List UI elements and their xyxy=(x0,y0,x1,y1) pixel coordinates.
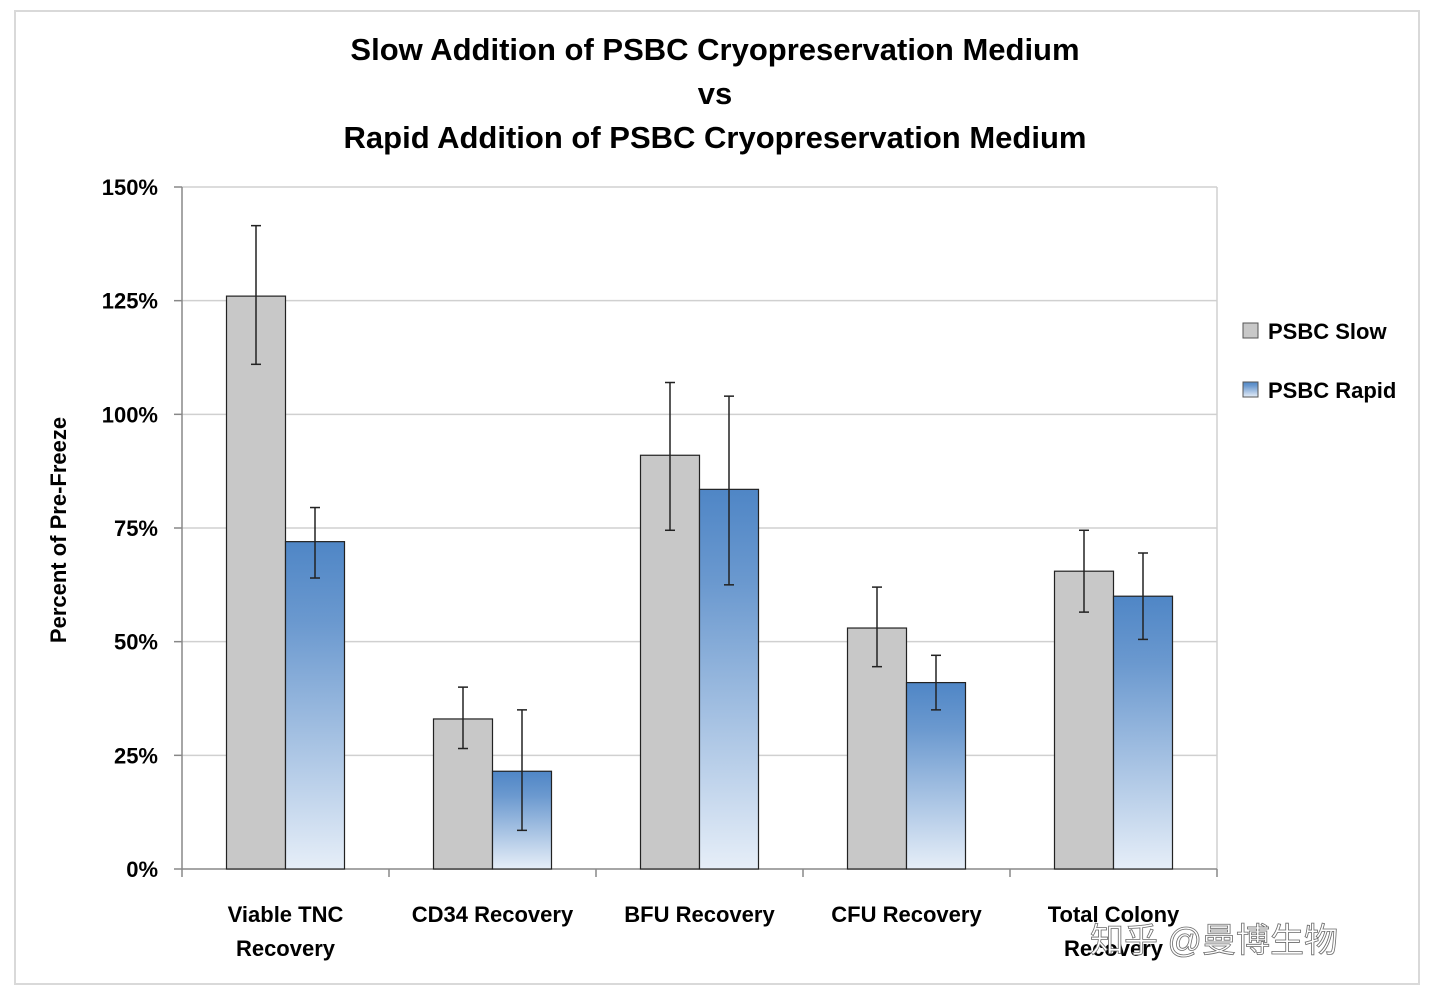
error-bar-slow xyxy=(251,224,261,366)
chart-title-line-2: vs xyxy=(698,76,732,111)
category-label: Recovery xyxy=(1064,936,1164,961)
y-tick-label: 150% xyxy=(102,175,158,200)
error-bar-rapid xyxy=(517,709,527,832)
y-tick-label: 50% xyxy=(114,630,158,655)
watermark: 知乎 @曼博生物 xyxy=(1090,922,1338,960)
error-bar-rapid xyxy=(724,395,734,586)
bar-psbc-rapid xyxy=(1112,595,1174,870)
error-bar-rapid xyxy=(1138,552,1148,641)
legend: PSBC Slow PSBC Rapid xyxy=(1242,319,1396,403)
category-label: BFU Recovery xyxy=(624,902,775,927)
legend-swatch-slow xyxy=(1242,322,1259,339)
y-tick-label: 100% xyxy=(102,402,158,427)
error-bar-slow xyxy=(665,381,675,532)
category-label: CD34 Recovery xyxy=(412,902,574,927)
bar-psbc-rapid xyxy=(284,541,346,870)
bar-psbc-rapid xyxy=(905,681,967,870)
error-bars xyxy=(251,224,1148,832)
category-label: Recovery xyxy=(236,936,336,961)
category-label: CFU Recovery xyxy=(831,902,982,927)
y-tick-label: 25% xyxy=(114,743,158,768)
grid-lines xyxy=(182,186,1218,869)
chart-frame xyxy=(14,10,1420,985)
category-label: Total Colony xyxy=(1048,902,1180,927)
bar-psbc-slow xyxy=(1053,570,1115,870)
category-labels: Viable TNC Recovery CD34 Recovery BFU Recov… xyxy=(228,902,1180,961)
y-tick-label: 125% xyxy=(102,289,158,314)
error-bar-slow xyxy=(1079,529,1089,613)
y-axis-label: Percent of Pre-Freeze xyxy=(46,417,71,643)
legend-label-rapid: PSBC Rapid xyxy=(1268,378,1396,403)
error-bar-rapid xyxy=(310,506,320,579)
legend-swatch-rapid xyxy=(1242,381,1259,398)
chart-title-line-1: Slow Addition of PSBC Cryopreservation M… xyxy=(350,32,1079,67)
bar-psbc-slow xyxy=(225,295,287,870)
chart-title-line-3: Rapid Addition of PSBC Cryopreservation … xyxy=(344,120,1087,155)
y-tick-label: 75% xyxy=(114,516,158,541)
category-label: Viable TNC xyxy=(228,902,344,927)
bars xyxy=(225,295,1174,870)
y-axis: 0% 25% 50% 75% 100% 125% 150% xyxy=(102,175,183,882)
error-bar-slow xyxy=(458,686,468,750)
x-axis xyxy=(181,868,1218,877)
error-bar-slow xyxy=(872,586,882,668)
y-tick-label: 0% xyxy=(126,857,158,882)
bar-psbc-slow xyxy=(846,627,908,870)
legend-label-slow: PSBC Slow xyxy=(1268,319,1387,344)
error-bar-rapid xyxy=(931,654,941,711)
